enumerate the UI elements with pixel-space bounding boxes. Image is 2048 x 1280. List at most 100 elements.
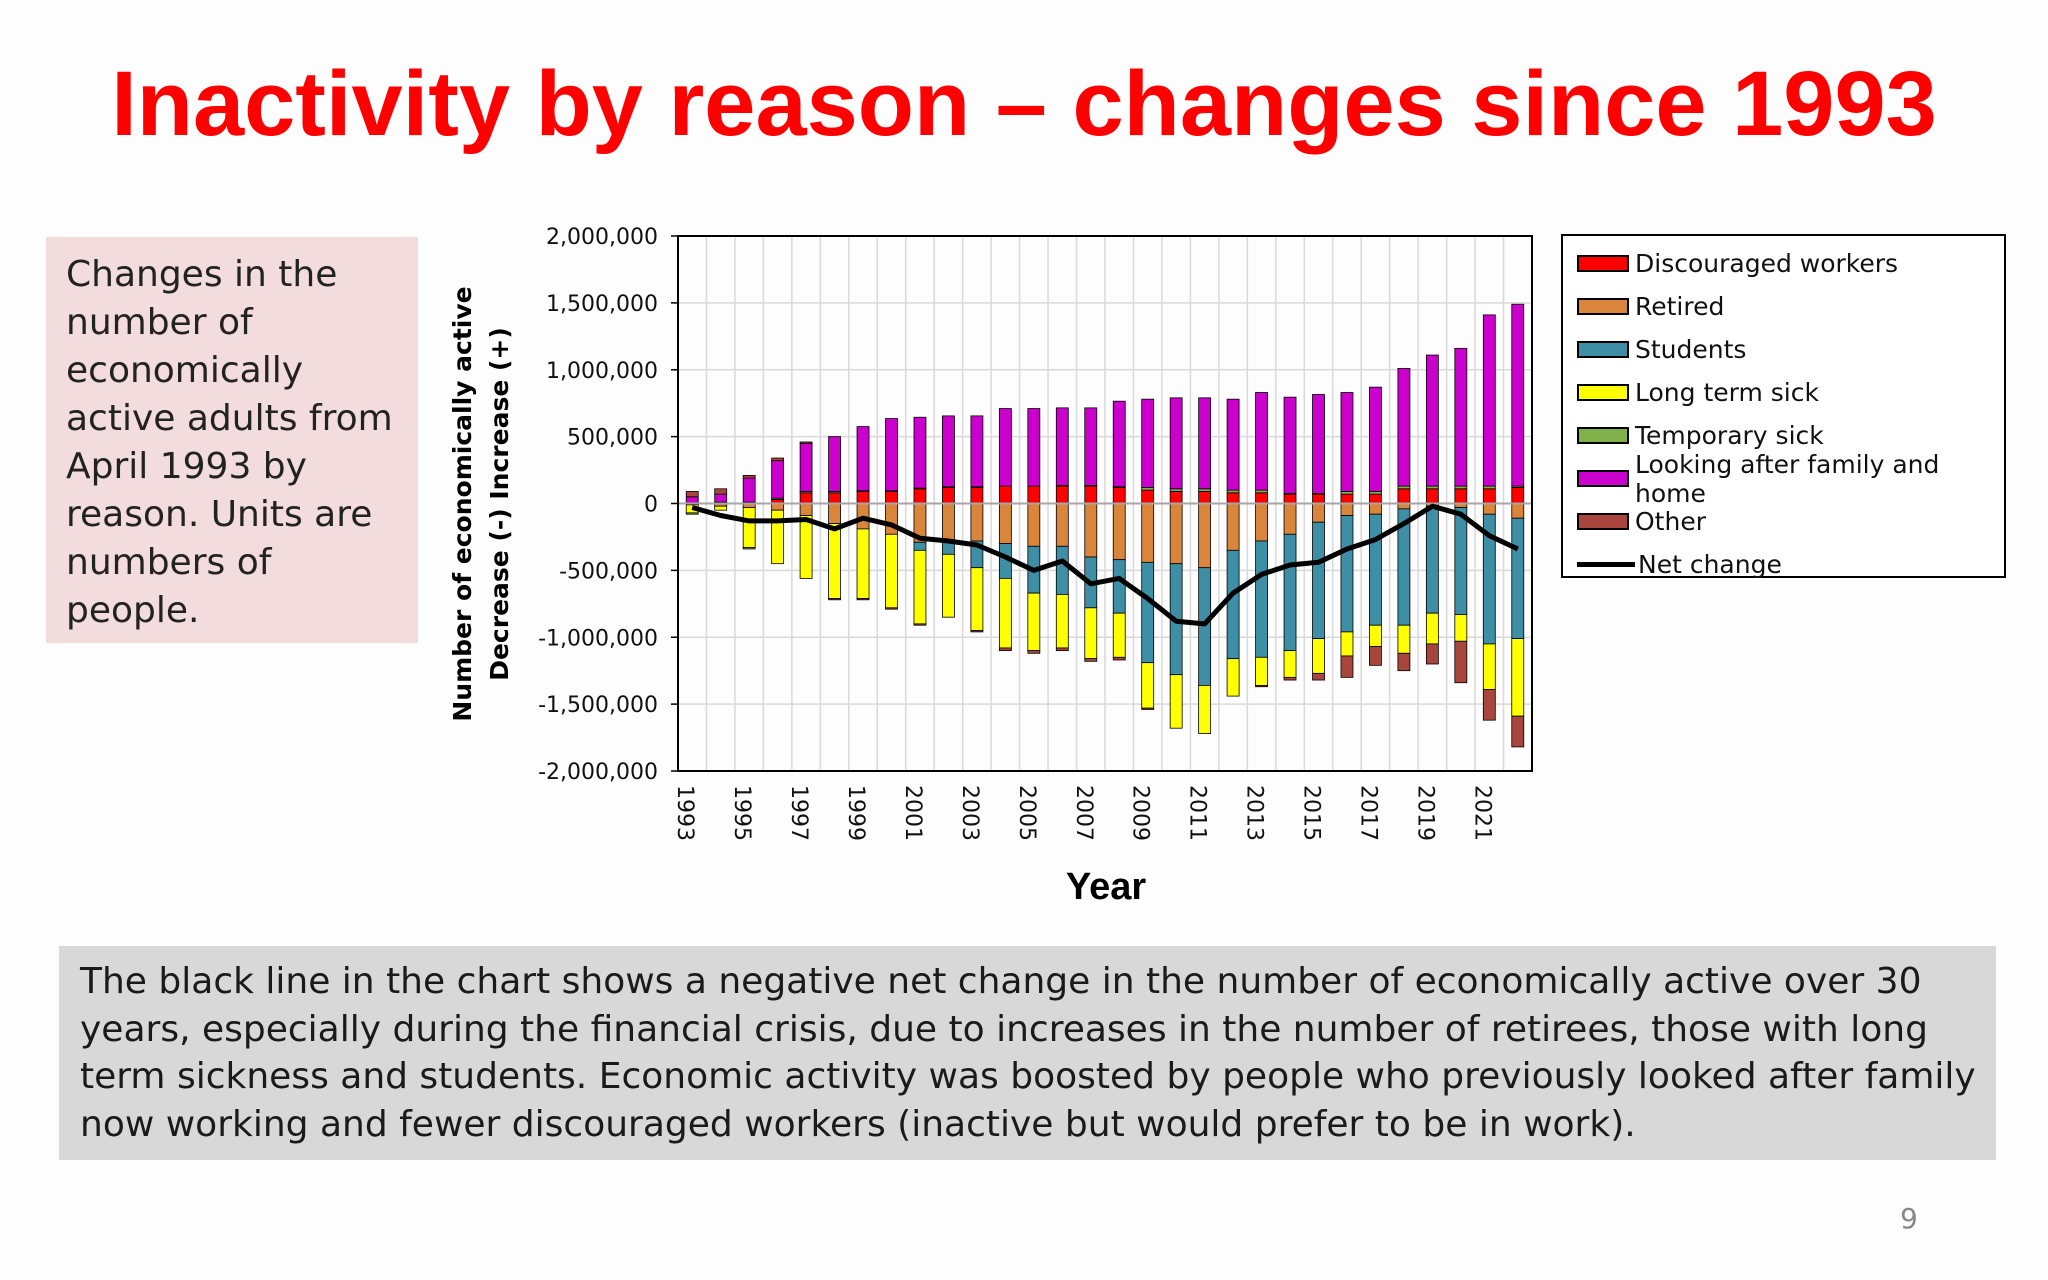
slide-title: Inactivity by reason – changes since 199…	[111, 53, 1937, 155]
bar-segment	[714, 493, 728, 503]
legend-label: Net change	[1638, 550, 1782, 579]
bar-segment	[1255, 489, 1268, 494]
y-tick-label: -1,000,000	[538, 626, 658, 651]
bar-segment	[1511, 303, 1525, 487]
y-tick-label: -1,500,000	[538, 693, 658, 718]
x-tick-label: 2019	[1412, 785, 1437, 841]
bar-segment	[885, 503, 898, 535]
x-tick-label: 2021	[1469, 785, 1494, 841]
bar-segment	[1425, 505, 1439, 614]
bar-segment	[998, 408, 1012, 487]
bar-segment	[1397, 485, 1411, 490]
bar-segment	[1369, 646, 1382, 666]
bar-segment	[856, 426, 870, 492]
bar-segment	[1312, 503, 1325, 523]
x-axis-label: Year	[1066, 866, 1147, 908]
bar-segment	[1454, 485, 1468, 490]
bar-segment	[1511, 638, 1525, 717]
bar-segment	[1482, 503, 1496, 515]
bar-segment	[1055, 407, 1069, 486]
legend-item: Discouraged workers	[1577, 242, 2004, 285]
x-tick-label: 2007	[1071, 785, 1096, 841]
bar-segment	[1055, 594, 1069, 649]
bar-segment	[1425, 485, 1439, 490]
bar-segment	[799, 515, 813, 579]
bar-segment	[1169, 397, 1183, 490]
bar-segment	[1027, 485, 1041, 504]
bar-segment	[828, 523, 841, 599]
bar-segment	[1482, 314, 1496, 487]
bar-segment	[1084, 485, 1098, 504]
bar-segment	[1425, 354, 1439, 487]
bar-segment	[1027, 650, 1041, 654]
x-tick-label: 2005	[1014, 785, 1039, 841]
bar-segment	[1511, 487, 1525, 504]
x-tick-label: 1999	[843, 785, 868, 841]
bar-segment	[1454, 640, 1468, 684]
bar-segment	[970, 487, 984, 504]
bar-segment	[1226, 658, 1240, 697]
bar-segment	[1397, 488, 1411, 504]
bar-segment	[1312, 493, 1325, 504]
bar-segment	[1369, 513, 1382, 626]
bar-segment	[685, 491, 699, 498]
legend-item: Net change	[1577, 543, 2004, 586]
bar-segment	[1340, 493, 1354, 504]
bar-segment	[942, 553, 955, 618]
bar-segment	[1340, 631, 1354, 657]
bar-segment	[1454, 347, 1468, 487]
bar-segment	[1198, 567, 1212, 686]
bar-segment	[1169, 503, 1183, 565]
legend-label: Temporary sick	[1635, 421, 1824, 450]
bar-segment	[1340, 392, 1354, 492]
bar-segment	[1084, 503, 1098, 558]
bar-segment	[1084, 658, 1098, 662]
bar-segment	[742, 547, 756, 550]
bar-segment	[1283, 676, 1297, 681]
bar-segment	[1482, 488, 1496, 504]
bar-segment	[714, 505, 728, 511]
bar-segment	[1084, 607, 1098, 660]
bar-segment	[1055, 647, 1069, 652]
legend-item: Long term sick	[1577, 371, 2004, 414]
bar-segment	[1312, 394, 1325, 494]
chart-legend: Discouraged workers Retired Students Lon…	[1561, 234, 2006, 579]
bar-segment	[1340, 491, 1354, 495]
bar-segment	[828, 436, 841, 492]
bar-segment	[1369, 493, 1382, 504]
legend-line-swatch	[1577, 562, 1635, 567]
x-tick-label: 1995	[729, 785, 754, 841]
bar-segment	[1454, 507, 1468, 615]
bar-segment	[1482, 643, 1496, 690]
bar-segment	[1112, 503, 1126, 561]
bar-segment	[1027, 503, 1041, 547]
x-tick-label: 2009	[1128, 785, 1153, 841]
bar-segment	[1198, 503, 1212, 569]
y-axis-label: Number of economically active	[448, 286, 477, 721]
bar-segment	[885, 491, 898, 504]
bar-segment	[1198, 685, 1212, 734]
bar-segment	[913, 549, 927, 625]
bar-segment	[1255, 492, 1268, 504]
bar-segment	[1169, 488, 1183, 492]
bar-segment	[799, 441, 813, 444]
bar-segment	[742, 475, 756, 479]
x-tick-label: 2001	[900, 785, 925, 841]
bar-segment	[998, 647, 1012, 652]
bar-segment	[1055, 485, 1069, 504]
bottom-note: The black line in the chart shows a nega…	[59, 946, 1996, 1160]
bar-segment	[714, 488, 728, 495]
bar-segment	[1198, 491, 1212, 504]
page-number: 9	[1900, 1202, 1918, 1235]
bar-segment	[799, 442, 813, 492]
bar-segment	[1397, 368, 1411, 487]
bar-segment	[771, 460, 785, 499]
bar-segment	[1141, 561, 1155, 664]
bar-segment	[856, 598, 870, 601]
bar-segment	[1482, 689, 1496, 721]
bar-segment	[1112, 656, 1126, 661]
x-tick-labels: 1993 1995 1997 1999 2001 2003 2005 2007 2009 2011…	[672, 785, 1494, 841]
y-axis-label-sub: Decrease (-) Increase (+)	[485, 327, 514, 681]
bar-segment	[1454, 614, 1468, 642]
bar-segment	[1141, 503, 1155, 563]
